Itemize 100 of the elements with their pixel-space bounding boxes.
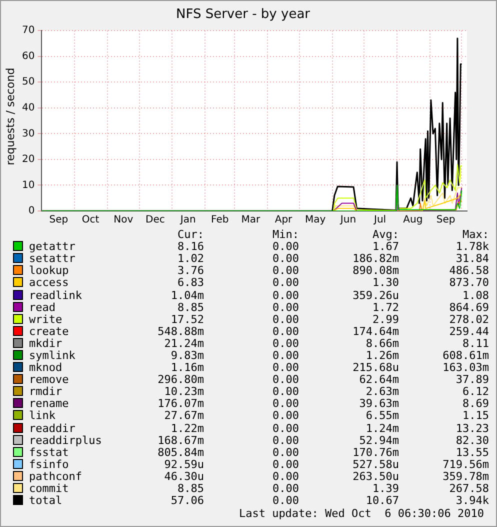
legend-label: getattr xyxy=(28,240,76,254)
text: 0.00 xyxy=(272,300,299,314)
text: 8.85 xyxy=(176,300,204,314)
text: 46.30u xyxy=(163,470,204,483)
text: 0.00 xyxy=(272,264,299,278)
text: 0.00 xyxy=(272,240,299,254)
text: 13.55 xyxy=(454,446,489,459)
y-tick-label: 60 xyxy=(22,50,35,62)
text: Cur: xyxy=(176,228,204,242)
text: 278.02 xyxy=(448,312,489,326)
text: 215.68u xyxy=(352,361,399,374)
text: 9.83m xyxy=(170,348,204,362)
text: 0.00 xyxy=(272,348,299,362)
legend-label: commit xyxy=(28,482,69,496)
text: 6.12 xyxy=(462,385,489,398)
y-axis-title: requests / second xyxy=(4,67,18,165)
text: 1.08 xyxy=(462,288,489,302)
text: 0.00 xyxy=(272,385,299,398)
x-tick-label: Jul xyxy=(372,214,386,226)
text: 8.66m xyxy=(364,336,399,350)
x-tick-label: Mar xyxy=(241,214,261,226)
text: 6.83 xyxy=(176,276,204,290)
y-tick-label: 20 xyxy=(22,154,35,166)
text: 8.16 xyxy=(176,240,204,254)
text: 0.00 xyxy=(272,409,299,422)
legend-label: rename xyxy=(28,397,70,410)
text: 296.80m xyxy=(156,373,204,386)
legend-label: fsstat xyxy=(28,446,69,459)
legend-label: link xyxy=(28,409,56,422)
text: 174.64m xyxy=(352,324,399,338)
text: 8.85 xyxy=(176,482,204,496)
text: 27.67m xyxy=(163,409,204,422)
legend-label: create xyxy=(28,324,70,338)
y-tick-label: 0 xyxy=(28,206,35,217)
text: 1.26m xyxy=(364,348,399,362)
text: 170.76m xyxy=(352,446,399,459)
legend-label: setattr xyxy=(28,252,76,266)
text: 0.00 xyxy=(272,373,299,386)
text: 17.52 xyxy=(170,312,204,326)
text: 39.63m xyxy=(358,397,399,410)
text: 1.72 xyxy=(372,300,399,314)
y-tick-label: 70 xyxy=(22,25,35,36)
text: 0.00 xyxy=(272,482,299,496)
text: 8.11 xyxy=(462,336,489,350)
legend-label: rmdir xyxy=(28,385,64,398)
legend-label: pathconf xyxy=(28,470,83,483)
text: 8.69 xyxy=(462,397,489,410)
text: 0.00 xyxy=(272,397,299,410)
text: 92.59u xyxy=(163,458,204,471)
text: 0.00 xyxy=(272,252,299,266)
text: 1.15 xyxy=(462,409,489,422)
text: 527.58u xyxy=(352,458,399,471)
x-tick-label: Sep xyxy=(436,214,456,226)
text: 1.30 xyxy=(372,276,399,290)
x-tick-label: Jan xyxy=(179,214,196,226)
y-tick-label: 50 xyxy=(22,76,35,88)
text: 0.00 xyxy=(272,434,299,447)
x-tick-label: Apr xyxy=(274,214,294,226)
text: 267.58 xyxy=(448,482,489,496)
text: 0.00 xyxy=(272,470,299,483)
text: 82.30 xyxy=(454,434,489,447)
text: 21.24m xyxy=(163,336,204,350)
x-tick-label: Dec xyxy=(146,214,165,226)
text: 0.00 xyxy=(272,324,299,338)
legend-label: total xyxy=(28,494,64,508)
text: 0.00 xyxy=(272,336,299,350)
x-tick-label: Aug xyxy=(403,214,423,226)
text: 0.00 xyxy=(272,361,299,374)
text: 548.88m xyxy=(156,324,204,338)
text: 0.00 xyxy=(272,446,299,459)
legend-label: readdir xyxy=(28,422,76,435)
text: 1.04m xyxy=(170,288,204,302)
text: 608.61m xyxy=(442,348,489,362)
text: 1.22m xyxy=(170,422,204,435)
text: 1.24m xyxy=(364,422,399,435)
text: 31.84 xyxy=(454,252,489,266)
text: 168.67m xyxy=(156,434,204,447)
text: 263.50u xyxy=(352,470,399,483)
text: 3.76 xyxy=(176,264,204,278)
text: 890.08m xyxy=(352,264,399,278)
text: 873.70 xyxy=(448,276,489,290)
text: 2.99 xyxy=(372,312,399,326)
legend-label: mknod xyxy=(28,361,62,374)
text: 176.07m xyxy=(156,397,204,410)
text: 1.16m xyxy=(170,361,204,374)
text: 62.64m xyxy=(358,373,399,386)
text: 0.00 xyxy=(272,422,299,435)
text: 359.78m xyxy=(442,470,489,483)
legend-label: mkdir xyxy=(28,336,64,350)
text: Last update: Wed Oct 6 06:30:06 2010 xyxy=(238,507,484,520)
legend-label: lookup xyxy=(28,264,70,278)
text: Max: xyxy=(462,228,489,242)
text: 864.69 xyxy=(448,300,489,314)
x-tick-label: Jun xyxy=(339,214,356,226)
y-tick-label: 10 xyxy=(22,180,35,191)
legend-label: fsinfo xyxy=(28,458,70,471)
x-tick-label: Nov xyxy=(114,214,134,226)
text: 805.84m xyxy=(156,446,204,459)
text: 0.00 xyxy=(272,288,299,302)
legend-label: read xyxy=(28,300,56,314)
